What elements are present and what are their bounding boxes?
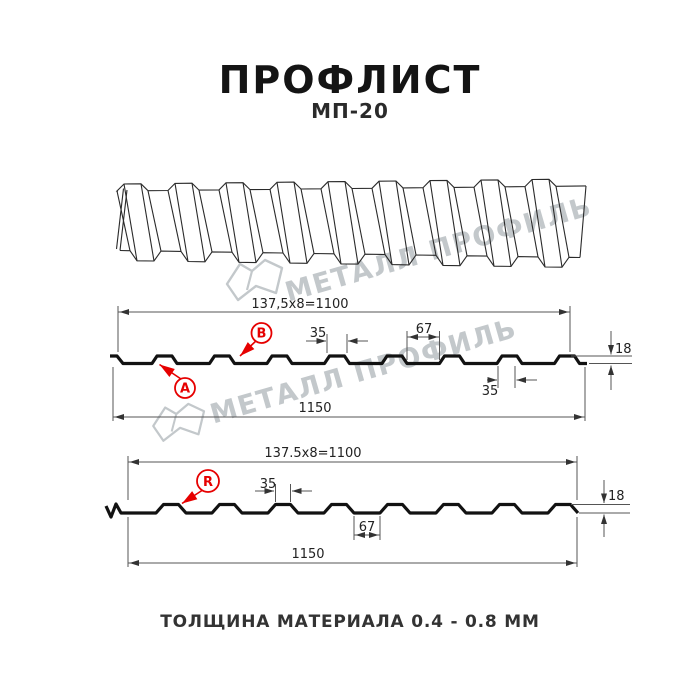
dim-valley-label-ab: 67 (416, 322, 433, 337)
callout-r-label: R (203, 475, 213, 490)
callout-a-label: A (180, 382, 190, 397)
callout-a: A (159, 363, 196, 399)
dim-rib-bottom-label-ab: 35 (482, 384, 499, 399)
dim-height-label-r: 18 (608, 489, 625, 504)
callout-r: R (181, 469, 220, 505)
profile-outline-ab (110, 354, 587, 366)
dim-rib-top-label-r: 35 (260, 477, 277, 492)
sheet-3d-view (115, 178, 587, 268)
dim-pitch-label-ab: 137,5x8=1100 (251, 297, 348, 312)
dim-width-label-ab: 1150 (298, 401, 331, 416)
material-thickness-note: ТОЛЩИНА МАТЕРИАЛА 0.4 - 0.8 ММ (160, 612, 540, 632)
profile-outline-r (104, 502, 580, 519)
dim-valley-label-r: 67 (359, 520, 376, 535)
dimension-lines-r (127, 456, 630, 567)
dim-height-label-ab: 18 (615, 342, 632, 357)
cross-section-r: 137.5x8=1100 35 67 18 1150 R (104, 446, 630, 567)
dimension-lines-ab (112, 306, 632, 421)
callout-b: B (239, 322, 273, 357)
page-title: ПРОФЛИСТ (218, 58, 482, 102)
dim-pitch-label-r: 137.5x8=1100 (264, 446, 361, 461)
dim-rib-top-label-ab: 35 (310, 326, 327, 341)
dim-width-label-r: 1150 (291, 547, 324, 562)
page-subtitle: МП-20 (311, 99, 389, 123)
cross-section-ab: 137,5x8=1100 35 67 18 35 1150 A B (110, 297, 632, 421)
brand-logo-watermark (225, 258, 284, 302)
callout-b-label: B (257, 327, 267, 342)
